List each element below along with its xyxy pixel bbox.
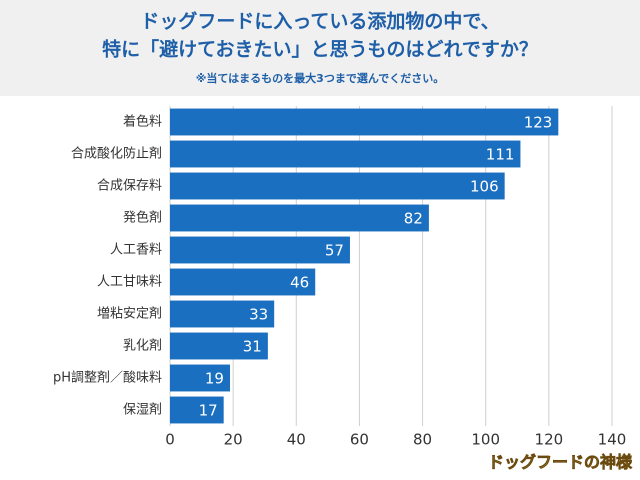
y-tick-label: 増粘安定剤 (97, 306, 162, 322)
bar (170, 172, 505, 200)
chart-subtitle: ※当てはまるものを最大3つまで選んでください。 (196, 71, 445, 85)
value-label: 33 (249, 306, 268, 324)
y-tick-label: 人工香料 (110, 243, 162, 258)
value-label: 106 (470, 178, 499, 196)
x-tick-label: 40 (287, 431, 306, 449)
y-tick-label: 人工甘味料 (97, 275, 162, 290)
bar (170, 140, 521, 168)
y-tick-label: 発色剤 (123, 210, 162, 226)
y-tick-label: 着色料 (123, 114, 162, 130)
value-label: 82 (404, 210, 423, 228)
x-tick-label: 0 (165, 431, 175, 449)
y-tick-label: 合成酸化防止剤 (71, 146, 162, 162)
x-tick-label: 140 (598, 431, 627, 449)
value-label: 17 (199, 402, 218, 420)
value-label: 46 (290, 274, 309, 292)
watermark: ドッグフードの神様 (488, 453, 633, 472)
value-label: 57 (325, 242, 344, 260)
bar (170, 108, 559, 136)
x-tick-label: 80 (413, 431, 432, 449)
bar (170, 396, 224, 424)
y-tick-label: 乳化剤 (123, 338, 162, 354)
value-label: 19 (205, 370, 224, 388)
x-tick-label: 20 (224, 431, 243, 449)
bar (170, 332, 268, 360)
bar (170, 236, 350, 264)
bar (170, 364, 230, 392)
x-tick-label: 120 (535, 431, 564, 449)
value-label: 31 (243, 338, 262, 356)
y-tick-label: 保湿剤 (123, 402, 162, 418)
chart-title: 特に「避けておきたい」と思うものはどれですか？ (102, 38, 538, 61)
header-band (0, 0, 640, 96)
y-tick-label: pH調整剤／酸味料 (53, 370, 162, 386)
value-label: 111 (486, 146, 515, 164)
bar (170, 300, 275, 328)
bar (170, 204, 429, 232)
y-tick-label: 合成保存料 (97, 179, 162, 194)
chart-title: ドッグフードに入っている添加物の中で、 (140, 10, 499, 33)
x-tick-label: 100 (471, 431, 500, 449)
value-label: 123 (524, 114, 553, 132)
x-tick-label: 60 (350, 431, 369, 449)
bar (170, 268, 316, 296)
